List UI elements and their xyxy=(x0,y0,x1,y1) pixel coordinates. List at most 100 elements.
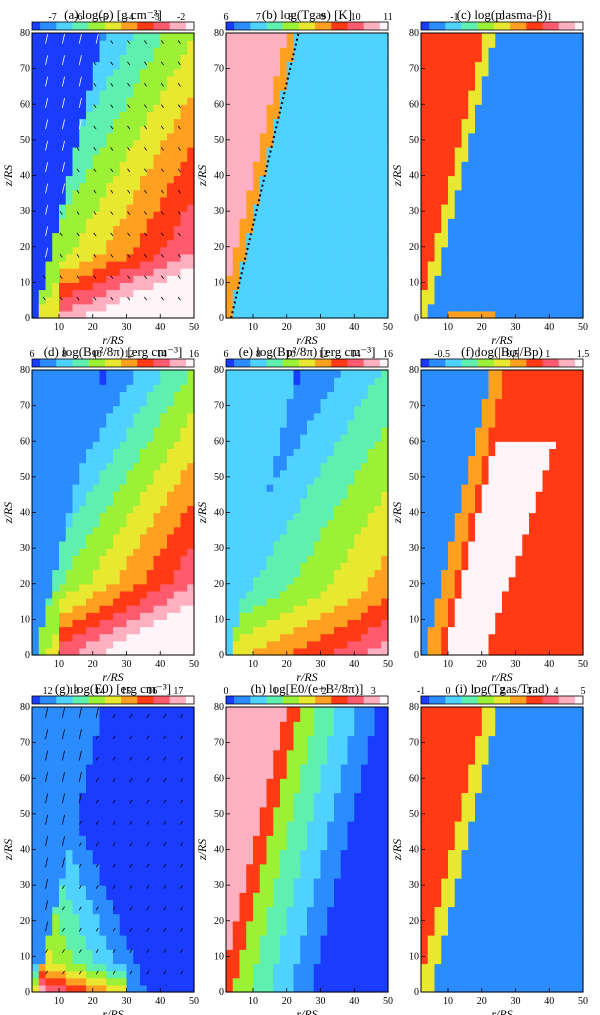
heatmap-cell xyxy=(313,583,322,592)
heatmap-cell xyxy=(367,211,376,219)
heatmap-cell xyxy=(187,289,195,298)
y-axis-label: z/RS xyxy=(195,165,209,187)
heatmap-cell xyxy=(556,161,564,169)
heatmap-cell xyxy=(427,246,436,255)
heatmap-cell xyxy=(226,161,234,169)
x-tick-label: 50 xyxy=(578,322,588,333)
colorbar-segment xyxy=(76,22,82,30)
heatmap-cell xyxy=(160,612,168,620)
heatmap-cell xyxy=(529,246,537,255)
heatmap-cell xyxy=(133,391,141,400)
heatmap-cell xyxy=(246,232,254,241)
heatmap-cell xyxy=(427,310,436,319)
heatmap-cell xyxy=(232,33,241,41)
heatmap-cell xyxy=(549,147,557,155)
heatmap-cell xyxy=(173,189,182,198)
heatmap-cell xyxy=(92,562,101,571)
heatmap-cell xyxy=(153,562,161,571)
heatmap-cell xyxy=(140,647,148,656)
heatmap-cell xyxy=(173,261,182,269)
heatmap-cell xyxy=(99,448,107,457)
heatmap-cell xyxy=(167,175,175,184)
heatmap-cell xyxy=(273,68,281,77)
heatmap-cell xyxy=(146,562,155,571)
heatmap-cell xyxy=(146,448,155,457)
heatmap-cell xyxy=(259,441,268,449)
heatmap-cell xyxy=(52,419,60,428)
colorbar-segment xyxy=(165,359,171,367)
colorbar-segment xyxy=(161,22,167,30)
heatmap-cell xyxy=(320,576,328,585)
heatmap-cell xyxy=(293,576,301,585)
heatmap-cell xyxy=(286,232,295,241)
heatmap-cell xyxy=(495,125,503,134)
heatmap-cell xyxy=(153,541,161,549)
heatmap-cell xyxy=(232,519,241,528)
heatmap-cell xyxy=(266,412,274,421)
heatmap-cell xyxy=(133,303,141,312)
heatmap-cell xyxy=(542,82,550,91)
heatmap-cell xyxy=(253,505,261,514)
heatmap-cell xyxy=(106,296,114,305)
heatmap-cell xyxy=(187,533,195,542)
heatmap-cell xyxy=(146,75,155,84)
heatmap-cell xyxy=(448,211,456,219)
heatmap-cell xyxy=(273,491,281,499)
heatmap-cell xyxy=(38,469,47,478)
heatmap-cell xyxy=(259,147,268,155)
heatmap-cell xyxy=(522,282,530,291)
heatmap-cell xyxy=(313,239,322,248)
heatmap-cell xyxy=(515,75,523,84)
heatmap-cell xyxy=(153,204,161,212)
heatmap-cell xyxy=(140,640,148,649)
heatmap-cell xyxy=(187,97,195,105)
heatmap-cell xyxy=(549,182,557,191)
heatmap-cell xyxy=(79,377,87,385)
heatmap-cell xyxy=(126,533,134,542)
heatmap-cell xyxy=(246,533,254,542)
heatmap-cell xyxy=(515,182,523,191)
heatmap-cell xyxy=(286,282,295,291)
heatmap-cell xyxy=(187,40,195,48)
heatmap-cell xyxy=(119,303,128,312)
heatmap-cell xyxy=(266,132,274,141)
heatmap-cell xyxy=(153,405,161,414)
vector-arrow xyxy=(160,189,164,194)
heatmap-cell xyxy=(72,289,80,298)
heatmap-cell xyxy=(334,68,342,77)
heatmap-cell xyxy=(99,569,107,578)
heatmap-cell xyxy=(300,289,308,298)
heatmap-cell xyxy=(280,512,288,521)
heatmap-cell xyxy=(253,239,261,248)
heatmap-cell xyxy=(239,47,247,55)
heatmap-cell xyxy=(468,132,476,141)
heatmap-cell xyxy=(187,576,195,585)
heatmap-cell xyxy=(522,75,530,84)
heatmap-cell xyxy=(99,33,107,41)
heatmap-cell xyxy=(38,377,47,385)
vector-arrow xyxy=(110,189,114,194)
heatmap-cell xyxy=(146,211,155,219)
heatmap-cell xyxy=(535,246,544,255)
heatmap-cell xyxy=(119,189,128,198)
heatmap-cell xyxy=(167,612,175,620)
heatmap-cell xyxy=(38,398,47,407)
heatmap-cell xyxy=(126,398,134,407)
heatmap-cell xyxy=(72,419,80,428)
heatmap-cell xyxy=(273,533,281,542)
heatmap-cell xyxy=(59,111,67,120)
heatmap-cell xyxy=(293,605,301,613)
heatmap-cell xyxy=(488,47,496,55)
colorbar-segment xyxy=(441,22,446,30)
heatmap-cell xyxy=(167,476,175,485)
heatmap-cell xyxy=(113,147,121,155)
heatmap-cell xyxy=(361,90,369,98)
heatmap-cell xyxy=(99,469,107,478)
heatmap-cell xyxy=(173,97,182,105)
heatmap-cell xyxy=(320,598,328,606)
heatmap-cell xyxy=(52,40,60,48)
heatmap-cell xyxy=(92,476,101,485)
heatmap-cell xyxy=(340,303,349,312)
heatmap-cell xyxy=(535,253,544,262)
heatmap-cell xyxy=(72,303,80,312)
